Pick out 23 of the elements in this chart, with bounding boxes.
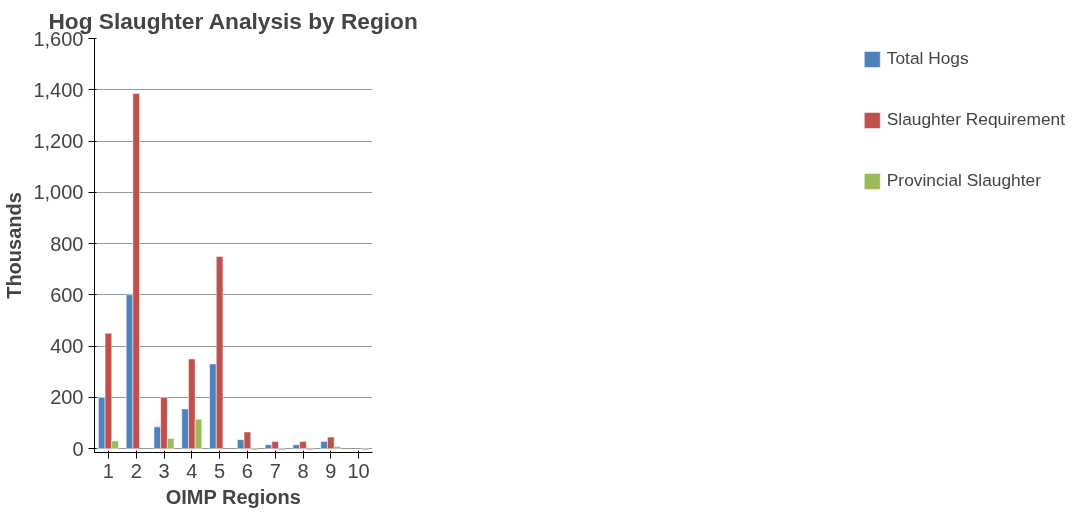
y-tick-label: 0 [72,437,84,460]
x-tick-label: 5 [214,459,226,482]
legend-label: Slaughter Requirement [886,109,1065,130]
y-tick-label: 400 [50,335,84,358]
x-tick-label: 8 [297,459,309,482]
x-tick-label: 10 [347,459,370,482]
y-axis-title: Thousands [3,192,26,299]
x-tick-label: 3 [158,459,170,482]
x-tick-label: 6 [241,459,253,482]
y-tick-label: 1,400 [33,78,84,101]
y-tick-label: 1,000 [33,181,84,204]
x-tick-label: 2 [130,459,142,482]
y-tick-label: 600 [50,283,84,306]
y-tick-label: 1,200 [33,130,84,153]
legend-label: Provincial Slaughter [886,170,1041,191]
x-tick-label: 9 [325,459,337,482]
x-tick-label: 1 [102,459,114,482]
y-tick-label: 800 [50,232,84,255]
x-tick-label: 4 [186,459,198,482]
x-tick-label: 7 [269,459,281,482]
x-axis-title: OIMP Regions [165,485,301,508]
y-tick-label: 200 [50,386,84,409]
legend-label: Total Hogs [886,48,969,69]
